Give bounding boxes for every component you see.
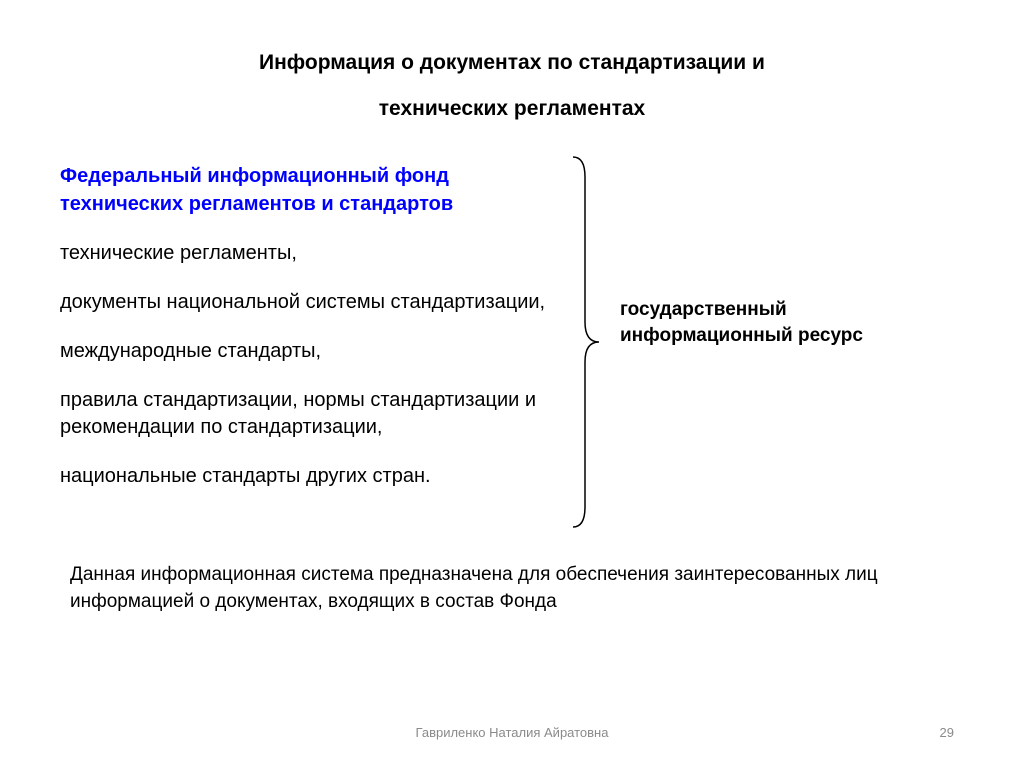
list-item: правила стандартизации, нормы стандартиз… [60,387,550,441]
footer-author: Гавриленко Наталия Айратовна [416,725,609,740]
curly-brace-icon [565,152,605,532]
right-column: государственный информационный ресурс [620,162,964,348]
title-line-1: Информация о документах по стандартизаци… [259,51,765,74]
title-line-2: технических регламентах [379,97,645,120]
slide-container: Информация о документах по стандартизаци… [0,0,1024,768]
left-column: Федеральный информационный фонд техничес… [60,162,550,512]
resource-label: государственный информационный ресурс [620,297,964,348]
slide-title: Информация о документах по стандартизаци… [60,40,964,132]
slide-footer: Гавриленко Наталия Айратовна 29 [0,725,1024,740]
list-item: технические регламенты, [60,240,550,267]
content-row: Федеральный информационный фонд техничес… [60,162,964,522]
list-item: национальные стандарты других стран. [60,463,550,490]
brace-column [560,162,610,522]
footer-page-number: 29 [940,725,954,740]
bottom-description: Данная информационная система предназнач… [60,562,964,615]
fund-heading: Федеральный информационный фонд техничес… [60,162,550,218]
list-item: документы национальной системы стандарти… [60,289,550,316]
list-item: международные стандарты, [60,338,550,365]
